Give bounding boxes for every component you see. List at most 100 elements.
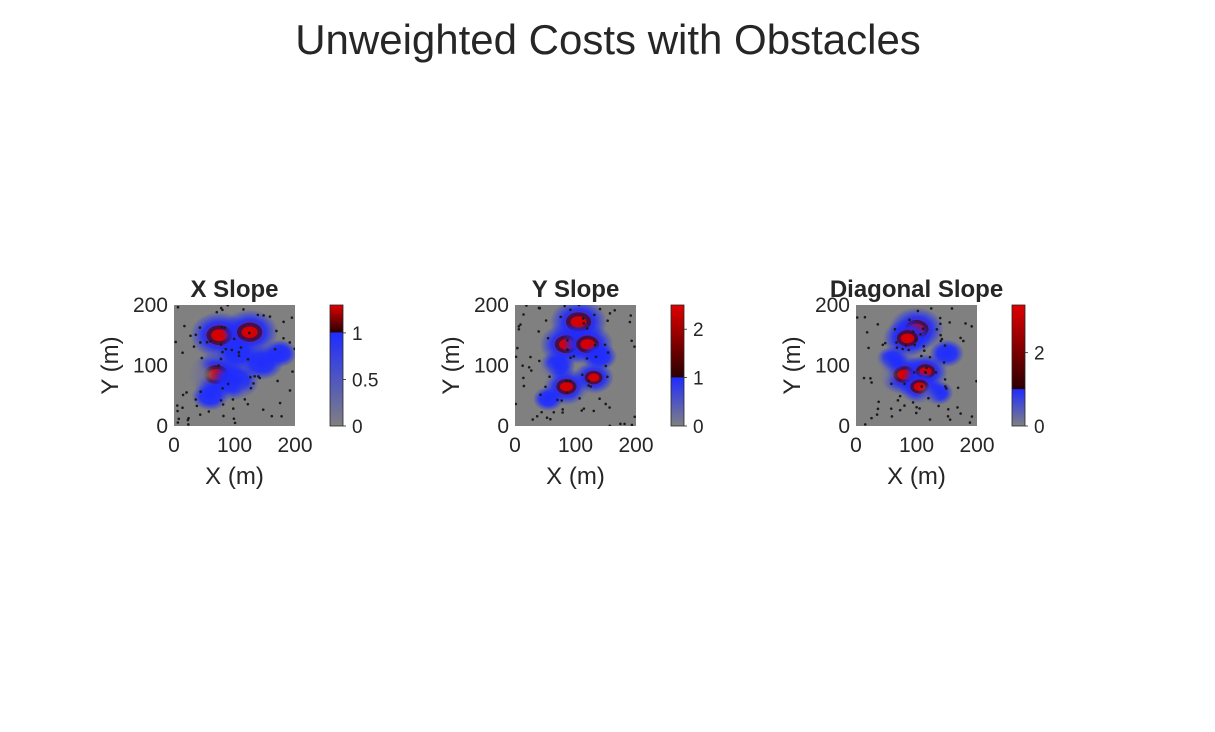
obstacle-point: [217, 364, 220, 367]
obstacle-point: [569, 308, 572, 312]
obstacle-point: [904, 344, 908, 347]
obstacle-point: [176, 421, 180, 424]
obstacle-point: [863, 423, 867, 426]
heat-feature-peak: [559, 382, 573, 392]
obstacle-point: [918, 407, 921, 410]
x-tick-label: 0: [168, 434, 180, 457]
obstacle-point: [186, 418, 190, 422]
obstacle-point: [517, 327, 521, 331]
obstacle-point: [243, 398, 247, 401]
obstacle-point: [604, 364, 608, 368]
obstacle-point: [205, 340, 209, 344]
colorbar-tick-label: 0: [693, 417, 704, 438]
colorbar: 0 1 2: [670, 304, 704, 438]
obstacle-point: [970, 415, 974, 418]
obstacle-point: [587, 379, 591, 383]
flat-region: [174, 335, 214, 405]
x-axis-label: X (m): [205, 463, 264, 490]
obstacle-point: [959, 336, 962, 340]
obstacle-point: [939, 322, 942, 326]
obstacle-point: [921, 327, 925, 331]
obstacle-point: [291, 370, 294, 373]
heat-feature: [216, 336, 259, 370]
obstacle-point: [928, 355, 932, 359]
obstacle-point: [942, 361, 946, 364]
obstacle-point: [914, 411, 918, 415]
obstacle-point: [911, 330, 915, 334]
obstacle-point: [546, 336, 550, 340]
obstacle-point: [903, 382, 906, 386]
obstacle-point: [525, 305, 528, 307]
obstacle-point: [288, 389, 292, 392]
obstacle-point: [560, 399, 564, 402]
obstacle-point: [920, 354, 923, 358]
obstacle-point: [516, 346, 519, 350]
obstacle-point: [948, 418, 952, 421]
obstacle-point: [943, 378, 947, 381]
obstacle-point: [934, 371, 938, 374]
obstacle-point: [916, 309, 920, 313]
obstacle-point: [893, 327, 897, 331]
colorbar-tick-label: 1: [352, 324, 363, 345]
obstacle-point: [623, 422, 626, 426]
obstacle-point: [898, 394, 902, 398]
y-tick-label: 200: [474, 294, 509, 317]
y-tick-label: 100: [474, 355, 509, 378]
obstacle-point: [257, 375, 260, 378]
flat-region: [856, 335, 896, 405]
obstacle-point: [522, 384, 526, 388]
panel-title: Diagonal Slope: [830, 276, 1003, 303]
obstacle-point: [628, 320, 632, 324]
y-tick-label: 100: [133, 355, 168, 378]
heat-feature-peak: [900, 333, 915, 344]
obstacle-point: [529, 355, 532, 359]
obstacle-point: [939, 333, 942, 337]
obstacle-point: [275, 329, 278, 333]
obstacle-point: [619, 422, 622, 426]
obstacle-point: [246, 358, 250, 361]
obstacle-point: [565, 391, 569, 395]
obstacle-point: [222, 414, 225, 418]
obstacle-point: [585, 357, 589, 360]
y-axis-label: Y (m): [438, 336, 465, 394]
obstacle-point: [548, 375, 551, 379]
obstacle-point: [515, 402, 518, 406]
y-tick-label: 100: [815, 355, 850, 378]
y-tick-label: 200: [133, 294, 168, 317]
obstacle-point: [913, 343, 916, 347]
obstacle-point: [268, 315, 272, 318]
obstacle-point: [608, 406, 611, 409]
obstacle-point: [519, 323, 522, 326]
obstacle-point: [870, 381, 873, 384]
obstacle-point: [946, 407, 950, 411]
obstacle-point: [192, 345, 196, 348]
obstacle-point: [253, 374, 257, 378]
obstacle-point: [865, 330, 869, 334]
obstacle-point: [232, 417, 236, 421]
obstacle-point: [176, 305, 180, 309]
obstacle-point: [559, 315, 562, 319]
obstacle-point: [540, 410, 543, 414]
colorbar-tick-label: 0: [352, 417, 363, 438]
obstacle-point: [195, 404, 199, 408]
obstacle-point: [863, 315, 867, 319]
obstacle-point: [582, 322, 586, 325]
obstacle-point: [219, 357, 223, 361]
obstacle-point: [261, 408, 265, 411]
colorbar: 02: [1011, 304, 1045, 438]
obstacle-point: [181, 351, 184, 355]
obstacle-point: [869, 377, 872, 380]
x-tick-label: 200: [959, 434, 994, 457]
obstacle-point: [177, 417, 181, 421]
obstacle-point: [176, 409, 179, 413]
obstacle-point: [577, 305, 581, 307]
obstacle-point: [276, 379, 279, 383]
obstacle-point: [919, 333, 922, 336]
obstacle-point: [219, 399, 223, 402]
obstacle-point: [890, 382, 893, 386]
obstacle-point: [594, 355, 598, 359]
obstacle-point: [572, 355, 576, 358]
obstacle-point: [929, 307, 933, 310]
obstacle-point: [293, 347, 295, 351]
